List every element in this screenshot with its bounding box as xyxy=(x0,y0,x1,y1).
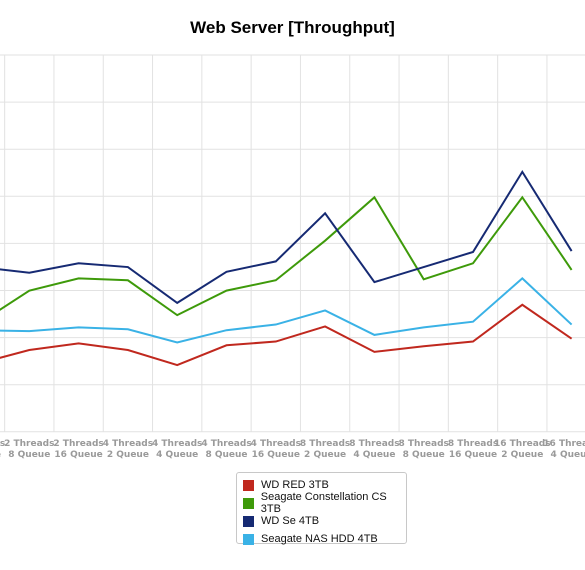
chart-title: Web Server [Throughput] xyxy=(190,18,395,37)
x-tick-label: 8 Threads 16 Queue xyxy=(448,439,498,460)
horizontal-gridlines xyxy=(0,54,585,433)
series-lines xyxy=(0,169,573,367)
x-tick-label: 2 Threads 16 Queue xyxy=(53,439,103,460)
x-tick-label: 4 Threads 4 Queue xyxy=(152,439,202,460)
series-line-wd-red-3tb xyxy=(0,303,573,367)
legend: WD RED 3TB Seagate Constellation CS 3TB WD… xyxy=(236,472,407,545)
legend-label: WD RED 3TB xyxy=(261,479,329,491)
x-tick-label: 4 Threads 8 Queue xyxy=(201,439,251,460)
legend-label: WD Se 4TB xyxy=(261,515,320,527)
legend-item: WD RED 3TB xyxy=(243,476,406,494)
legend-item: Seagate Constellation CS 3TB xyxy=(243,491,406,515)
x-tick-label: 8 Threads 4 Queue xyxy=(349,439,399,460)
x-tick-label: 4 Threads 2 Queue xyxy=(103,439,153,460)
legend-swatch xyxy=(243,533,254,545)
legend-item: WD Se 4TB xyxy=(243,512,406,530)
legend-swatch xyxy=(243,497,254,509)
x-tick-label: 2 Threads 8 Queue xyxy=(4,439,54,460)
legend-swatch xyxy=(243,479,254,491)
series-line-seagate-constellation-cs-3tb xyxy=(0,195,573,317)
legend-swatch xyxy=(243,515,254,527)
x-tick-label: 16 Threads 2 Queue xyxy=(494,439,551,460)
series-line-seagate-nas-hdd-4tb xyxy=(0,277,573,344)
legend-label: Seagate NAS HDD 4TB xyxy=(261,533,378,545)
x-tick-label: 8 Threads 8 Queue xyxy=(399,439,449,460)
x-tick-label: 8 Threads 2 Queue xyxy=(300,439,350,460)
x-tick-label: 4 Threads 16 Queue xyxy=(251,439,301,460)
legend-item: Seagate NAS HDD 4TB xyxy=(243,530,406,548)
series-line-wd-se-4tb xyxy=(0,169,573,305)
legend-label: Seagate Constellation CS 3TB xyxy=(260,491,387,515)
